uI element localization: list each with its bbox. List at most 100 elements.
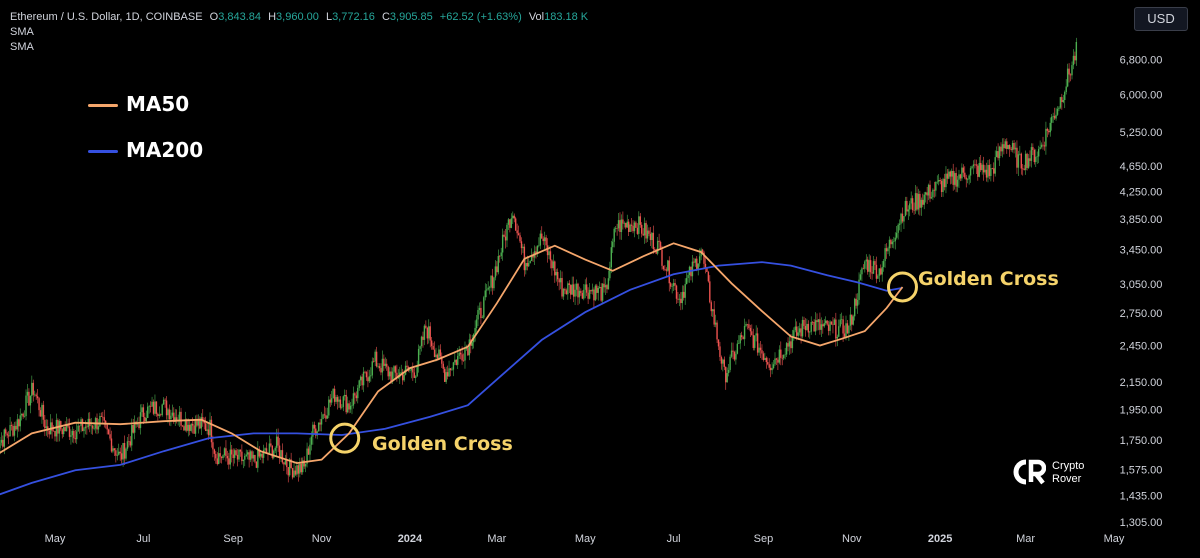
candle-body [964,172,966,178]
candle-body [74,438,76,440]
candle-body [890,239,892,245]
candle-body [575,283,578,290]
candle-body [245,454,247,456]
candle-body [543,237,546,242]
candle-body [149,406,152,407]
candle-body [584,284,586,290]
candle-body [317,422,320,432]
candle-body [755,333,757,336]
sma-indicator-1[interactable]: SMA [10,26,34,38]
candle-body [693,261,695,263]
candle-body [487,287,489,290]
candle-body [433,349,436,357]
candle-body [820,324,823,330]
candle-body [771,368,773,371]
currency-button[interactable]: USD [1134,7,1188,31]
candle-body [604,285,607,288]
candle-body [175,417,178,421]
candle-body [70,435,72,437]
candle-body [371,361,373,376]
candle-body [697,263,699,269]
candle-body [73,430,75,439]
candle-body [1019,153,1021,155]
candle-body [859,274,862,280]
candle-body [154,401,156,414]
candle-body [290,459,292,469]
x-tick-label: Jul [667,533,681,545]
candle-body [251,451,253,459]
candle-body [793,330,795,337]
candle-body [306,448,308,464]
candle-body [139,412,142,429]
candle-body [865,259,867,262]
candle-body [294,470,297,475]
candle-body [210,419,213,443]
candle-body [190,423,192,431]
candle-body [965,177,967,180]
candle-body [362,371,365,386]
candle-body [52,430,55,432]
candle-body [120,453,123,460]
symbol-name: Ethereum / U.S. Dollar, 1D, COINBASE [10,11,203,23]
candle-body [642,233,644,236]
candle-body [632,225,634,232]
candle-body [351,405,353,407]
candle-body [675,285,678,299]
candle-body [367,377,369,382]
candle-body [639,216,641,225]
candle-body [748,324,750,329]
candle-body [977,165,979,177]
candle-body [480,307,482,319]
candle-body [281,450,284,463]
candle-body [141,407,143,413]
candle-body [213,449,216,454]
candle-body [113,448,116,451]
candle-body [244,455,246,460]
candle-body [935,181,937,191]
candle-body [619,220,621,233]
candle-body [924,192,927,195]
x-tick-label: Sep [223,533,243,545]
candle-body [15,425,17,430]
candle-body [833,319,836,325]
candle-body [409,370,411,372]
candle-body [952,170,954,185]
candle-body [740,335,743,338]
candle-body [791,336,794,349]
legend-ma200-label: MA200 [126,138,204,162]
candle-body [574,289,576,297]
candle-body [323,414,326,416]
candle-body [468,339,471,356]
candle-body [664,269,666,270]
candle-body [126,441,129,449]
candle-body [790,341,792,349]
candle-body [846,323,849,334]
golden-cross-circle [886,271,918,303]
candle-body [174,417,176,422]
candle-body [128,441,130,442]
candle-body [672,282,675,287]
candle-body [413,372,415,378]
candle-body [929,184,931,199]
candle-body [419,346,421,349]
golden-cross-label-2: Golden Cross [918,268,1059,290]
candle-body [764,357,766,361]
candle-body [698,256,701,264]
y-tick-label: 3,450.00 [1120,245,1163,257]
candle-body [629,224,631,232]
candle-body [627,221,630,232]
candle-body [685,278,688,285]
candle-body [494,266,497,278]
candle-body [401,372,404,381]
sma-indicator-2[interactable]: SMA [10,41,34,53]
candle-body [646,230,649,239]
candle-body [898,223,901,225]
candle-body [388,371,391,377]
candle-body [107,429,110,435]
candle-body [481,317,484,319]
candle-body [374,351,376,362]
candle-body [160,414,162,416]
candle-body [28,391,30,406]
candle-body [352,393,355,406]
